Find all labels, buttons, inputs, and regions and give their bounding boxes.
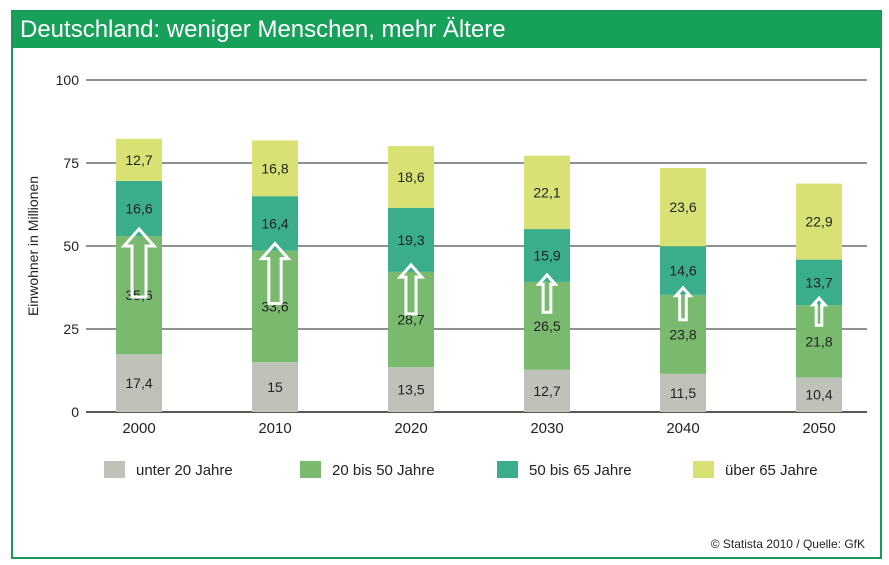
x-tick-label: 2030 bbox=[530, 420, 563, 437]
bar-segment bbox=[524, 281, 570, 370]
bar-segment bbox=[388, 271, 434, 368]
y-tick-label: 0 bbox=[71, 404, 79, 420]
data-label: 22,9 bbox=[805, 214, 832, 230]
bar-segment bbox=[524, 369, 570, 412]
bar-segment bbox=[116, 138, 162, 181]
y-tick-label: 50 bbox=[63, 238, 79, 254]
data-label: 13,5 bbox=[397, 382, 424, 398]
bar-segment bbox=[660, 373, 706, 412]
data-label: 10,4 bbox=[805, 387, 832, 403]
bar-segment bbox=[388, 207, 434, 272]
data-label: 13,7 bbox=[805, 274, 832, 290]
legend-label: 20 bis 50 Jahre bbox=[332, 462, 435, 479]
bar-segment bbox=[388, 367, 434, 412]
legend-swatch bbox=[693, 461, 714, 478]
chart-title: Deutschland: weniger Menschen, mehr Älte… bbox=[13, 12, 880, 48]
bar-segment bbox=[116, 354, 162, 412]
bar-segment bbox=[116, 236, 162, 355]
data-label: 28,7 bbox=[397, 312, 424, 328]
bar-segment bbox=[660, 294, 706, 374]
data-label: 26,5 bbox=[533, 318, 560, 334]
data-label: 11,5 bbox=[670, 385, 696, 401]
x-tick-label: 2040 bbox=[666, 420, 699, 437]
data-label: 14,6 bbox=[669, 263, 696, 279]
data-label: 12,7 bbox=[125, 152, 152, 168]
legend-swatch bbox=[497, 461, 518, 478]
up-arrow-icon bbox=[809, 295, 829, 327]
up-arrow-icon bbox=[258, 241, 292, 305]
data-label: 18,6 bbox=[397, 169, 424, 185]
legend-label: 50 bis 65 Jahre bbox=[529, 462, 632, 479]
data-label: 19,3 bbox=[397, 232, 424, 248]
x-tick-label: 2010 bbox=[258, 420, 291, 437]
bar-segment bbox=[796, 377, 842, 412]
data-label: 22,1 bbox=[533, 184, 560, 200]
y-axis-label: Einwohner in Millionen bbox=[25, 176, 41, 316]
data-label: 16,6 bbox=[125, 200, 152, 216]
data-label: 15,9 bbox=[533, 247, 560, 263]
y-tick-label: 100 bbox=[56, 72, 80, 88]
legend-swatch bbox=[104, 461, 125, 478]
up-arrow-icon bbox=[535, 272, 559, 314]
data-label: 23,6 bbox=[669, 199, 696, 215]
data-label: 17,4 bbox=[125, 375, 152, 391]
bar-segment bbox=[388, 146, 434, 208]
data-label: 35,6 bbox=[125, 287, 152, 303]
x-tick-label: 2000 bbox=[122, 420, 155, 437]
data-label: 21,8 bbox=[805, 333, 832, 349]
bar-segment bbox=[796, 183, 842, 260]
up-arrow-icon bbox=[396, 262, 426, 316]
bar-segment bbox=[796, 305, 842, 378]
x-tick-label: 2050 bbox=[802, 420, 835, 437]
bar-segment bbox=[524, 155, 570, 230]
data-label: 12,7 bbox=[533, 383, 560, 399]
up-arrow-icon bbox=[672, 285, 694, 322]
bar-segment bbox=[252, 250, 298, 363]
data-label: 16,8 bbox=[261, 160, 288, 176]
data-label: 15 bbox=[267, 379, 283, 395]
legend-swatch bbox=[300, 461, 321, 478]
legend-label: über 65 Jahre bbox=[725, 462, 818, 479]
copyright-source: © Statista 2010 / Quelle: GfK bbox=[710, 537, 865, 551]
bar-segment bbox=[660, 167, 706, 247]
up-arrow-icon bbox=[120, 226, 158, 299]
data-label: 23,8 bbox=[669, 326, 696, 342]
bar-segment bbox=[252, 140, 298, 197]
legend-label: unter 20 Jahre bbox=[136, 462, 233, 479]
y-tick-label: 25 bbox=[63, 321, 79, 337]
x-tick-label: 2020 bbox=[394, 420, 427, 437]
data-label: 33,6 bbox=[261, 298, 288, 314]
bar-segment bbox=[252, 362, 298, 412]
data-label: 16,4 bbox=[261, 215, 288, 231]
y-tick-label: 75 bbox=[63, 155, 79, 171]
